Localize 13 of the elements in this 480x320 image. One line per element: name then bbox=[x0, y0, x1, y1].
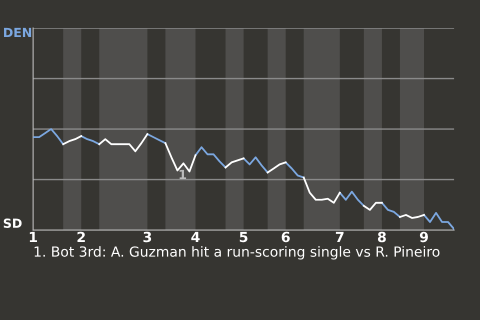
text: DEN bbox=[4, 28, 32, 38]
x-tick-label: 2 bbox=[77, 232, 85, 242]
x-tick-label: 7 bbox=[336, 232, 344, 242]
text: 1. Bot 3rd: A. Guzman hit a run-scoring single vs R. Pineiro bbox=[34, 246, 440, 260]
x-tick-label: 3 bbox=[143, 232, 152, 242]
x-tick-label: 6 bbox=[282, 232, 290, 242]
x-tick-label: 8 bbox=[378, 232, 386, 242]
text: SD bbox=[4, 218, 22, 228]
x-tick-label: 1 bbox=[30, 232, 37, 242]
annotation: 1 bbox=[180, 170, 186, 179]
x-tick-label: 5 bbox=[240, 232, 248, 242]
x-tick-label: 4 bbox=[191, 232, 200, 242]
x-tick-label: 9 bbox=[420, 232, 428, 242]
